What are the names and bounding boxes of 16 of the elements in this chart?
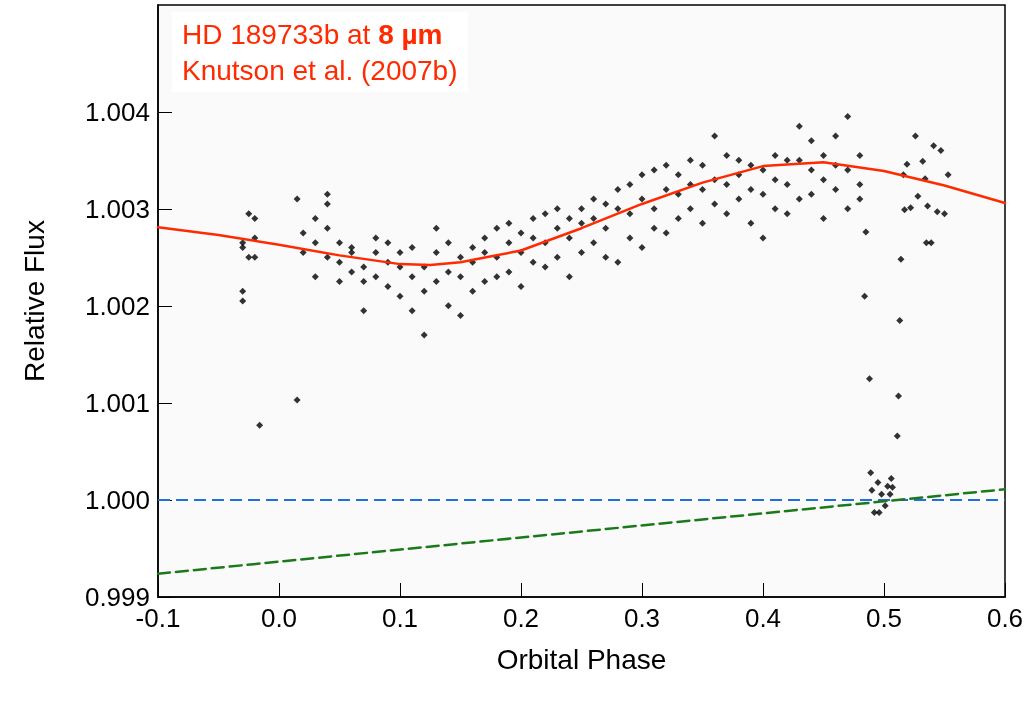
y-tick-label: 1.001 [84,387,150,418]
x-tick-label: 0.1 [381,603,419,633]
y-axis-title: Relative Flux [18,220,50,382]
x-tick-label: 0.4 [744,603,782,633]
x-tick-label: 0.0 [260,603,298,633]
x-tick-label: 0.2 [502,603,540,633]
y-tick-label: 1.002 [84,290,150,321]
x-tick-label: 0.3 [623,603,661,633]
y-tick-label: 1.004 [84,96,150,127]
x-tick-label: 0.6 [986,603,1024,633]
x-axis-title: Orbital Phase [496,643,667,675]
y-tick-label: 1.003 [84,193,150,224]
x-tick-label: 0.5 [865,603,903,633]
text: Knutson et al. (2007b) [182,54,458,86]
chart-title: HD 189733b at 8 µm [182,18,443,50]
y-tick-label: 1.000 [84,484,150,515]
